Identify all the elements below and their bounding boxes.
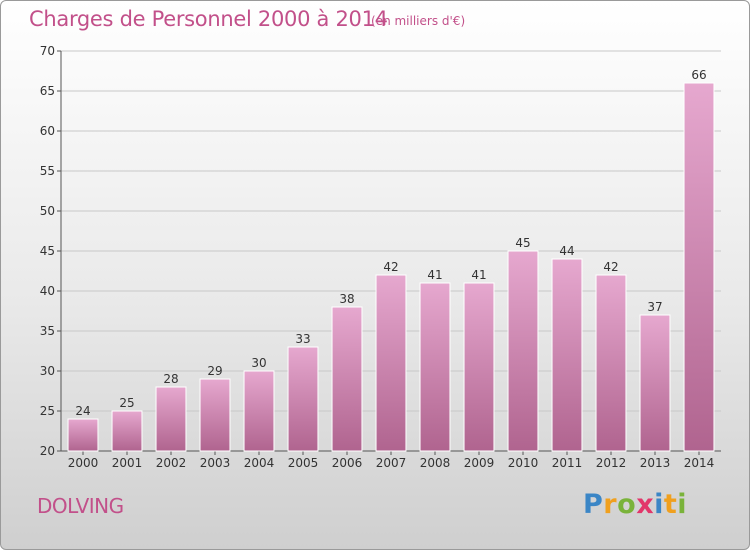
logo-letter: r bbox=[603, 489, 618, 520]
bars bbox=[67, 82, 715, 452]
bar bbox=[199, 378, 231, 452]
x-tick-label: 2005 bbox=[288, 456, 319, 470]
data-label: 37 bbox=[647, 300, 662, 314]
data-label: 24 bbox=[75, 404, 90, 418]
y-tick-label: 20 bbox=[40, 444, 55, 458]
bar bbox=[375, 274, 407, 452]
logo-letter: i bbox=[677, 489, 688, 520]
data-label: 66 bbox=[691, 68, 706, 82]
data-label: 41 bbox=[471, 268, 486, 282]
bar bbox=[331, 306, 363, 452]
x-tick-label: 2003 bbox=[200, 456, 231, 470]
logo-letter: x bbox=[636, 489, 655, 520]
x-tick-label: 2002 bbox=[156, 456, 187, 470]
data-label: 33 bbox=[295, 332, 310, 346]
x-tick-label: 2012 bbox=[596, 456, 627, 470]
y-tick-label: 30 bbox=[40, 364, 55, 378]
logo-letter: i bbox=[654, 489, 664, 520]
y-tick-label: 70 bbox=[40, 44, 55, 58]
y-tick-label: 25 bbox=[40, 404, 55, 418]
logo-letter: t bbox=[663, 489, 678, 520]
data-label: 44 bbox=[559, 244, 574, 258]
chart-title: Charges de Personnel 2000 à 2014 bbox=[29, 7, 388, 31]
y-tick-label: 45 bbox=[40, 244, 55, 258]
data-label: 42 bbox=[603, 260, 618, 274]
data-label: 45 bbox=[515, 236, 530, 250]
y-tick-label: 40 bbox=[40, 284, 55, 298]
bar bbox=[551, 258, 583, 452]
x-tick-label: 2014 bbox=[684, 456, 715, 470]
location-name: DOLVING bbox=[37, 494, 124, 518]
logo-letter: o bbox=[617, 489, 637, 520]
bar bbox=[595, 274, 627, 452]
x-tick-label: 2011 bbox=[552, 456, 583, 470]
bar bbox=[463, 282, 495, 452]
data-label: 30 bbox=[251, 356, 266, 370]
bar bbox=[683, 82, 715, 452]
data-label: 41 bbox=[427, 268, 442, 282]
data-label: 29 bbox=[207, 364, 222, 378]
bar bbox=[243, 370, 275, 452]
bar bbox=[111, 410, 143, 452]
x-tick-label: 2001 bbox=[112, 456, 143, 470]
bar bbox=[287, 346, 319, 452]
bar bbox=[639, 314, 671, 452]
y-tick-label: 55 bbox=[40, 164, 55, 178]
y-tick-label: 35 bbox=[40, 324, 55, 338]
data-label: 38 bbox=[339, 292, 354, 306]
x-tick-label: 2009 bbox=[464, 456, 495, 470]
y-tick-label: 60 bbox=[40, 124, 55, 138]
bar bbox=[155, 386, 187, 452]
data-label: 42 bbox=[383, 260, 398, 274]
bar bbox=[67, 418, 99, 452]
x-tick-label: 2008 bbox=[420, 456, 451, 470]
bar bbox=[507, 250, 539, 452]
chart-subtitle: (en milliers d'€) bbox=[371, 14, 466, 28]
bar bbox=[419, 282, 451, 452]
y-tick-label: 65 bbox=[40, 84, 55, 98]
x-tick-label: 2004 bbox=[244, 456, 275, 470]
data-label: 25 bbox=[119, 396, 134, 410]
proxiti-logo: Proxiti bbox=[583, 489, 687, 520]
x-tick-label: 2007 bbox=[376, 456, 407, 470]
x-tick-label: 2000 bbox=[68, 456, 99, 470]
y-tick-label: 50 bbox=[40, 204, 55, 218]
x-tick-label: 2010 bbox=[508, 456, 539, 470]
data-label: 28 bbox=[163, 372, 178, 386]
x-tick-label: 2006 bbox=[332, 456, 363, 470]
logo-letter: P bbox=[583, 489, 604, 520]
labels: 24 25 28 29 30 33 38 42 41 41 45 44 42 37 66 bbox=[75, 68, 706, 418]
x-tick-label: 2013 bbox=[640, 456, 671, 470]
